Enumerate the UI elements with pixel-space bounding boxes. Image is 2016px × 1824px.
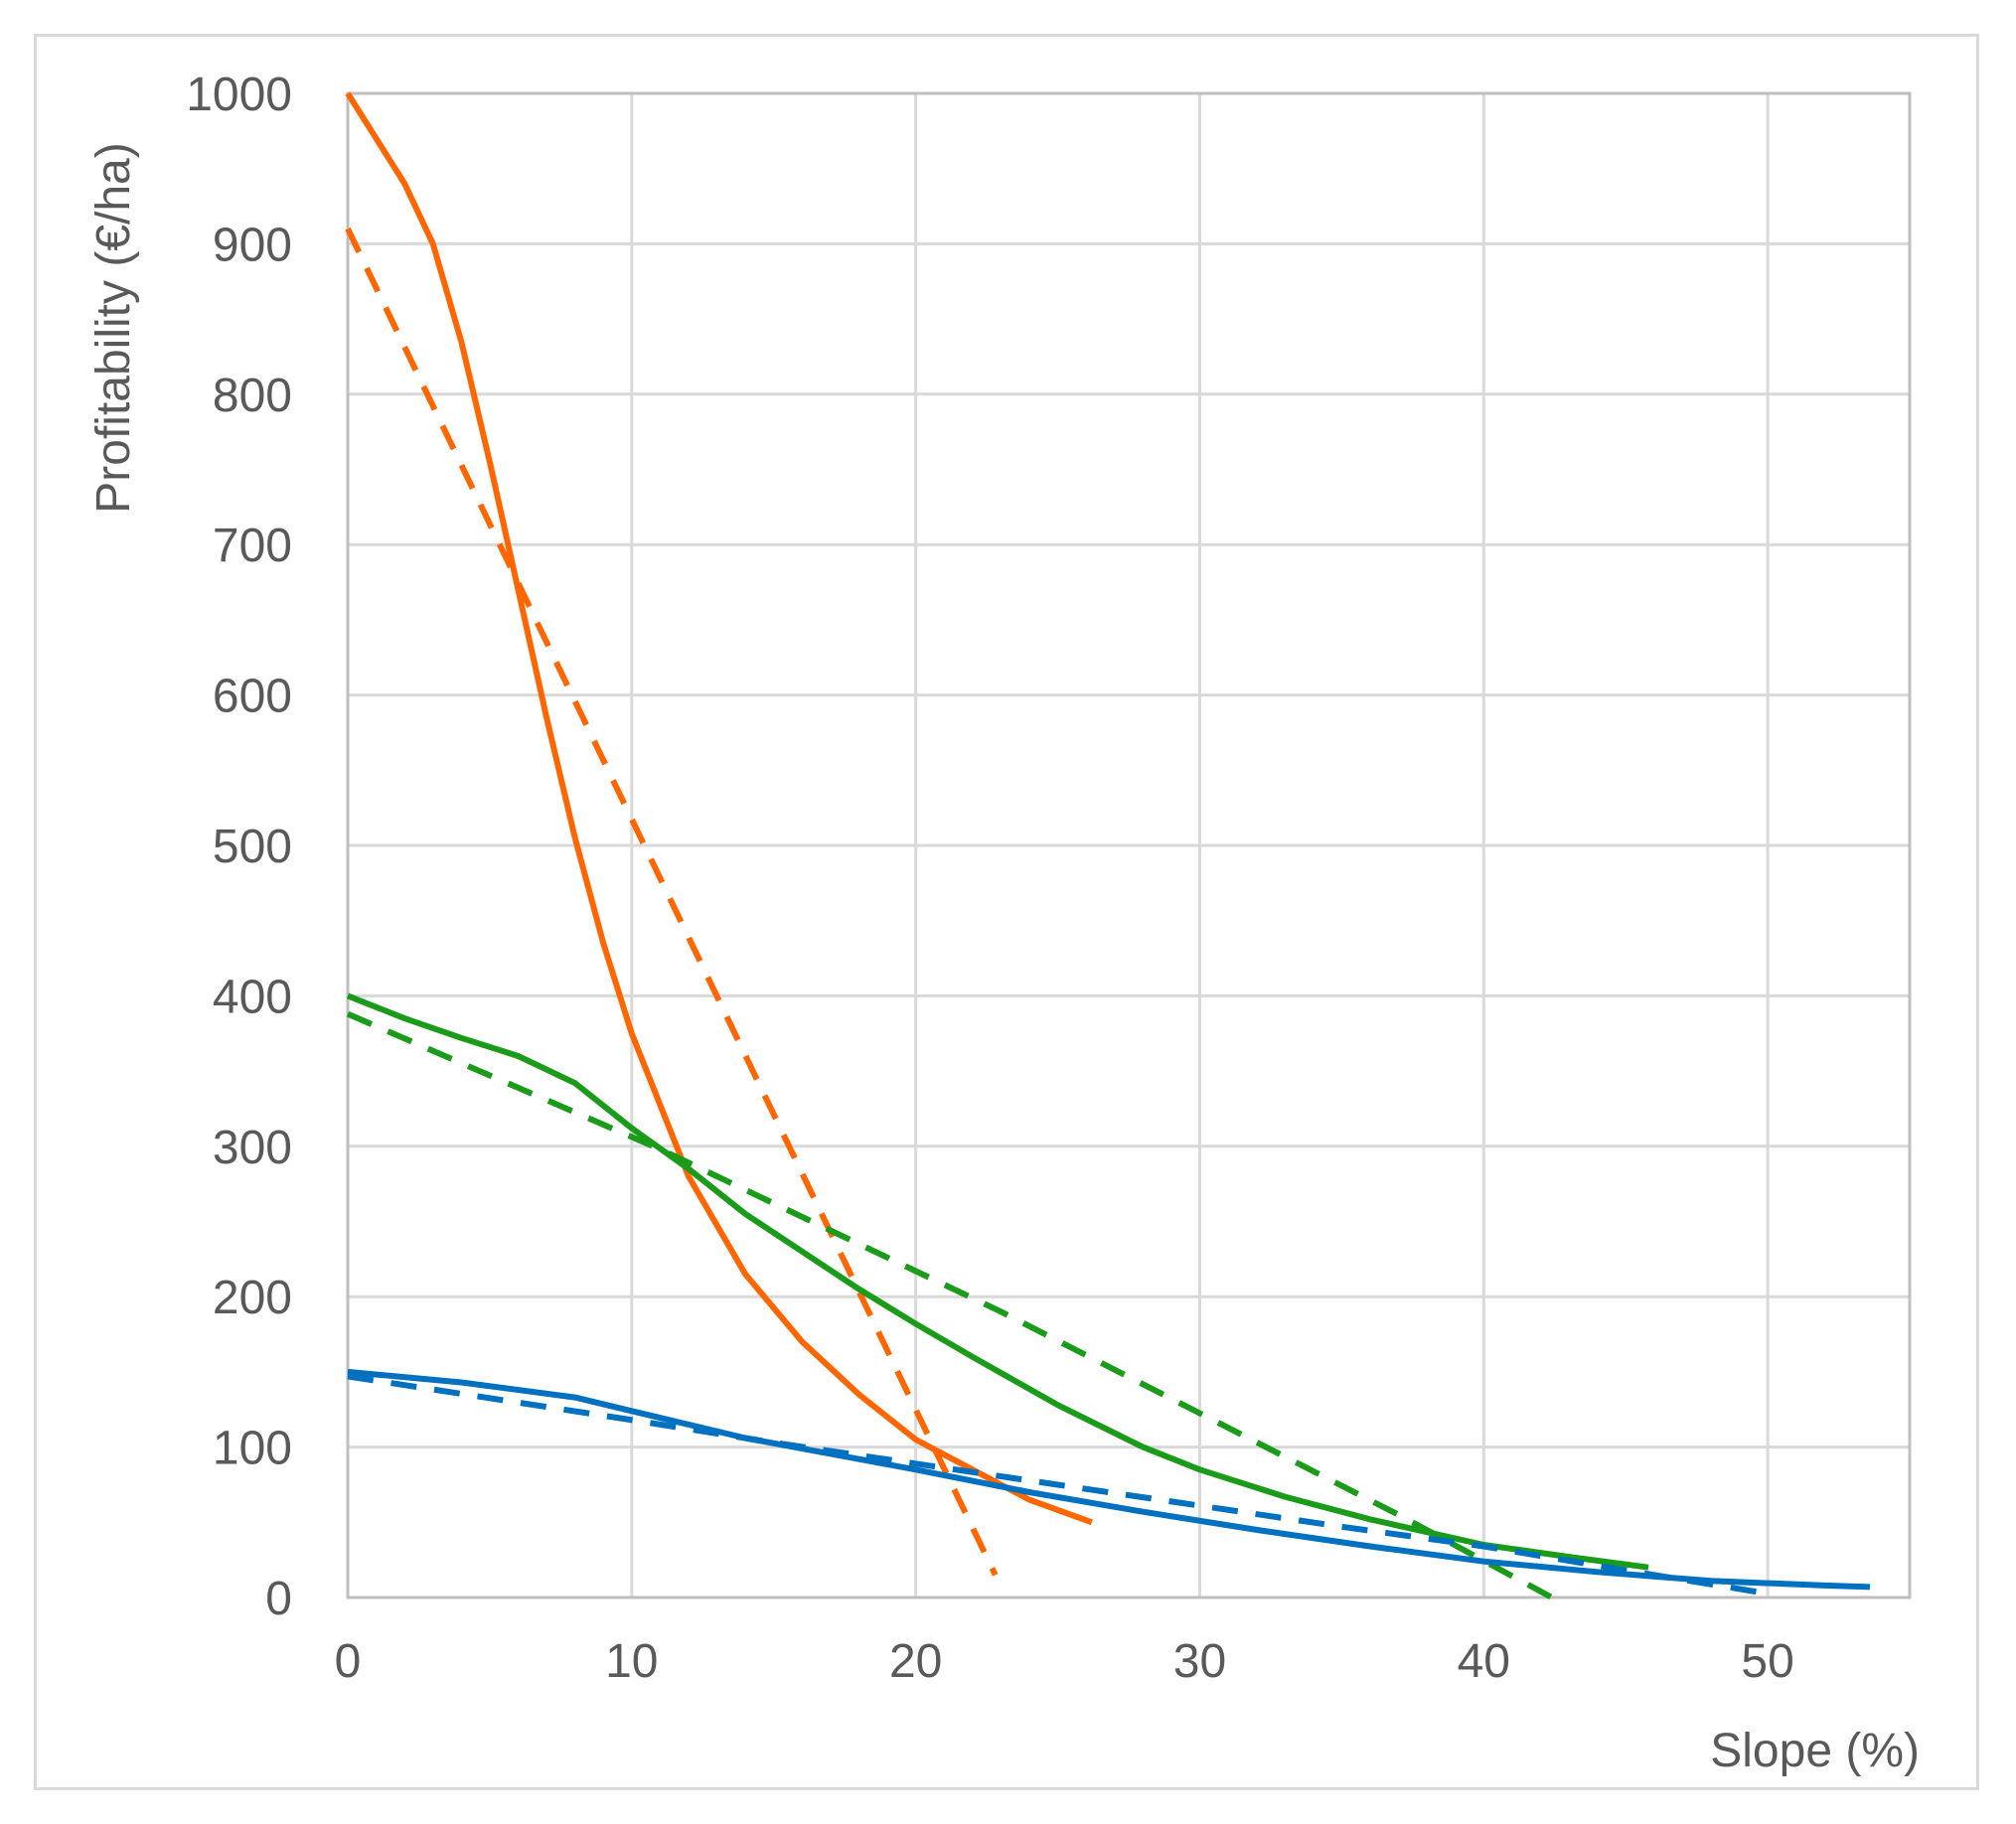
series-line-3-solid — [346, 992, 1649, 1571]
chart-frame — [34, 34, 1979, 1790]
x-tick-label: 0 — [335, 1635, 362, 1688]
y-tick-label: 0 — [265, 1573, 292, 1625]
y-tick-label: 400 — [213, 971, 292, 1023]
series-line-2-dashed — [345, 227, 999, 1577]
plot-area-border — [346, 91, 1912, 1599]
x-tick-label: 10 — [605, 1635, 658, 1688]
x-axis-title: Slope (%) — [1710, 1725, 1920, 1777]
gridlines — [346, 91, 1910, 1599]
y-tick-label: 300 — [213, 1122, 292, 1174]
y-tick-label: 800 — [213, 370, 292, 422]
x-tick-label: 50 — [1741, 1635, 1793, 1688]
y-tick-label: 600 — [213, 671, 292, 723]
y-tick-label: 500 — [213, 821, 292, 873]
y-axis-title: Profitability (€/ha) — [87, 142, 140, 513]
series-line-4-dashed — [346, 1010, 1554, 1600]
series-line-1-solid — [345, 91, 1093, 1526]
series-line-5-solid — [347, 1368, 1871, 1591]
x-tick-label: 30 — [1173, 1635, 1226, 1688]
y-tick-label: 700 — [213, 520, 292, 572]
y-tick-label: 1000 — [186, 69, 292, 121]
y-tick-label: 900 — [213, 219, 292, 271]
x-axis-ticks: 0 10 20 30 40 50 — [335, 1635, 1794, 1688]
y-tick-label: 200 — [213, 1272, 292, 1324]
y-tick-label: 100 — [213, 1423, 292, 1475]
series-line-6-dashed — [347, 1373, 1775, 1597]
x-tick-label: 40 — [1458, 1635, 1510, 1688]
series-group — [345, 91, 1871, 1600]
x-tick-label: 20 — [889, 1635, 942, 1688]
y-axis-ticks: 0 100 200 300 400 500 600 700 800 900 1000 — [186, 69, 292, 1625]
